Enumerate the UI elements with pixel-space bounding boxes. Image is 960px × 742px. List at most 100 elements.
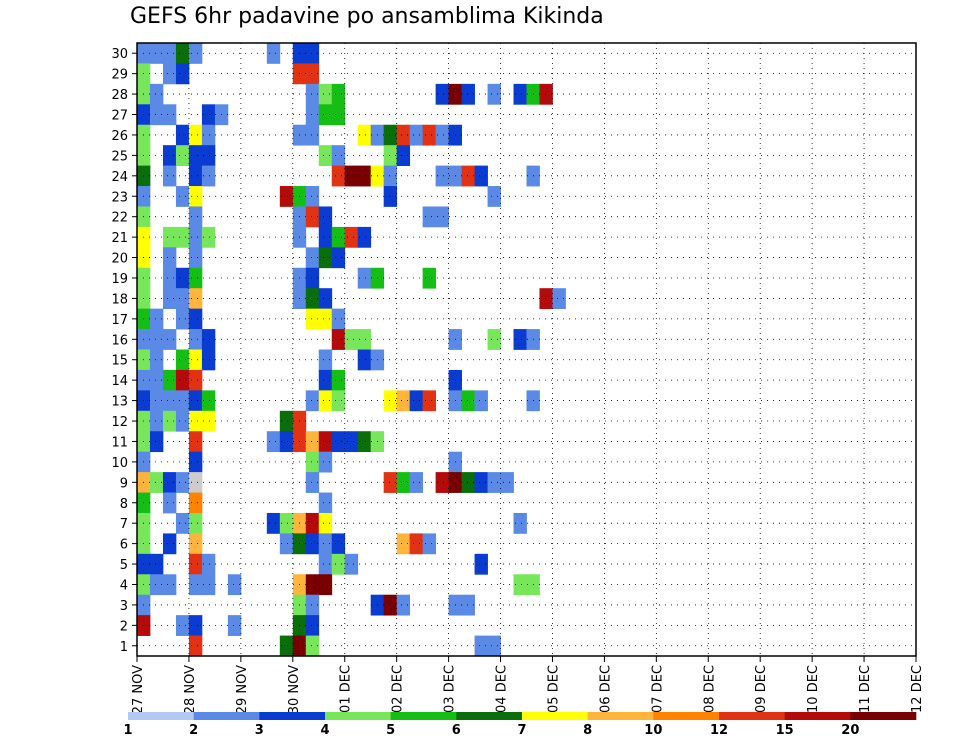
heatmap-cell [318, 512, 333, 534]
x-tick-label: 12 DEC [910, 665, 925, 713]
heatmap-cell [435, 124, 449, 146]
heatmap-cell [331, 83, 346, 105]
heatmap-cell [435, 206, 449, 228]
heatmap-cell [175, 410, 190, 432]
heatmap-cell [331, 145, 346, 166]
heatmap-cell [201, 329, 216, 350]
heatmap-cell [188, 165, 203, 187]
x-tick-label: 10 DEC [806, 665, 821, 713]
y-tick-label: 2 [120, 619, 128, 634]
heatmap-cell [331, 308, 346, 330]
y-tick-label: 25 [111, 149, 128, 164]
y-tick-label: 30 [111, 47, 128, 62]
heatmap-cell [487, 186, 501, 207]
color-bar: 1 2 3 4 5 6 7 8 10 12 15 20 [123, 712, 917, 738]
heatmap-cell [188, 615, 203, 636]
heatmap-cell [201, 124, 216, 146]
color-bar-swatch [850, 712, 917, 720]
heatmap-cell [331, 226, 346, 248]
heatmap-cell [305, 390, 320, 412]
heatmap-cell [318, 226, 333, 248]
heatmap-cell [188, 431, 203, 453]
color-bar-label: 8 [583, 723, 592, 738]
heatmap-cell [162, 329, 177, 350]
heatmap-cell [175, 390, 190, 412]
heatmap-cell [305, 615, 320, 636]
cells-layer [137, 43, 566, 657]
color-bar-swatch [653, 712, 720, 720]
heatmap-cell [487, 329, 501, 350]
heatmap-cell [149, 329, 164, 350]
grid-layer [137, 43, 916, 656]
heatmap-cell [435, 83, 449, 105]
y-tick-label: 5 [120, 558, 128, 573]
x-tick-label: 11 DEC [858, 665, 873, 713]
heatmap-cell [305, 594, 320, 616]
heatmap-cell [305, 533, 320, 555]
heatmap-cell [396, 472, 411, 493]
heatmap-cell [305, 512, 320, 534]
heatmap-cell [318, 451, 333, 473]
y-tick-label: 17 [111, 313, 128, 328]
heatmap-cell [357, 349, 372, 371]
heatmap-cell [383, 145, 398, 166]
heatmap-cell [162, 574, 177, 596]
heatmap-cell [539, 288, 553, 310]
heatmap-cell [188, 186, 203, 207]
heatmap-cell [149, 390, 164, 412]
heatmap-cell [305, 635, 320, 657]
heatmap-cell [149, 574, 164, 596]
x-tick-label: 06 DEC [598, 665, 613, 713]
heatmap-cell [331, 329, 346, 350]
heatmap-cell [188, 390, 203, 412]
x-tick-label: 01 DEC [339, 665, 354, 713]
heatmap-cell [149, 431, 164, 453]
heatmap-cell [487, 635, 501, 657]
heatmap-cell [149, 369, 164, 391]
heatmap-cell [175, 226, 190, 248]
heatmap-cell [201, 410, 216, 432]
heatmap-cell [513, 329, 527, 350]
heatmap-cell [266, 431, 281, 453]
heatmap-cell [305, 308, 320, 330]
heatmap-cell [201, 104, 216, 126]
color-bar-label: 1 [123, 723, 132, 738]
heatmap-cell [188, 206, 203, 228]
y-axis: 1234567891011121314151617181920212223242… [111, 47, 137, 655]
heatmap-cell [175, 615, 190, 636]
chart-title: GEFS 6hr padavine po ansamblima Kikinda [130, 4, 604, 29]
heatmap-cell [383, 594, 398, 616]
y-tick-label: 7 [120, 517, 128, 532]
color-bar-label: 20 [841, 723, 859, 738]
heatmap-cell [357, 226, 372, 248]
heatmap-cell [383, 472, 398, 493]
x-axis: 27 NOV 28 NOV 29 NOV 30 NOV 01 DEC 02 DEC 03 D… [131, 656, 925, 714]
heatmap-cell [331, 369, 346, 391]
heatmap-cell [513, 512, 527, 534]
heatmap-cell [474, 635, 488, 657]
heatmap-cell [188, 492, 203, 514]
heatmap-cell [383, 186, 398, 207]
heatmap-cell [305, 104, 320, 126]
heatmap-cell [487, 472, 501, 493]
heatmap-cell [383, 124, 398, 146]
color-bar-label: 12 [710, 723, 728, 738]
heatmap-cell [162, 267, 177, 289]
y-tick-label: 24 [111, 170, 128, 185]
heatmap-cell [175, 308, 190, 330]
heatmap-cell [279, 186, 294, 207]
heatmap-cell [162, 247, 177, 269]
heatmap-cell [188, 512, 203, 534]
heatmap-cell [331, 431, 346, 453]
heatmap-cell [149, 553, 164, 575]
x-tick-label: 04 DEC [495, 665, 510, 713]
heatmap-cell [201, 165, 216, 187]
heatmap-cell [409, 124, 424, 146]
heatmap-cell [513, 574, 527, 596]
y-tick-label: 16 [111, 333, 128, 348]
y-tick-label: 29 [111, 68, 128, 83]
y-tick-label: 27 [111, 109, 128, 124]
heatmap-cell [331, 553, 346, 575]
heatmap-cell [305, 83, 320, 105]
y-tick-label: 15 [111, 354, 128, 369]
